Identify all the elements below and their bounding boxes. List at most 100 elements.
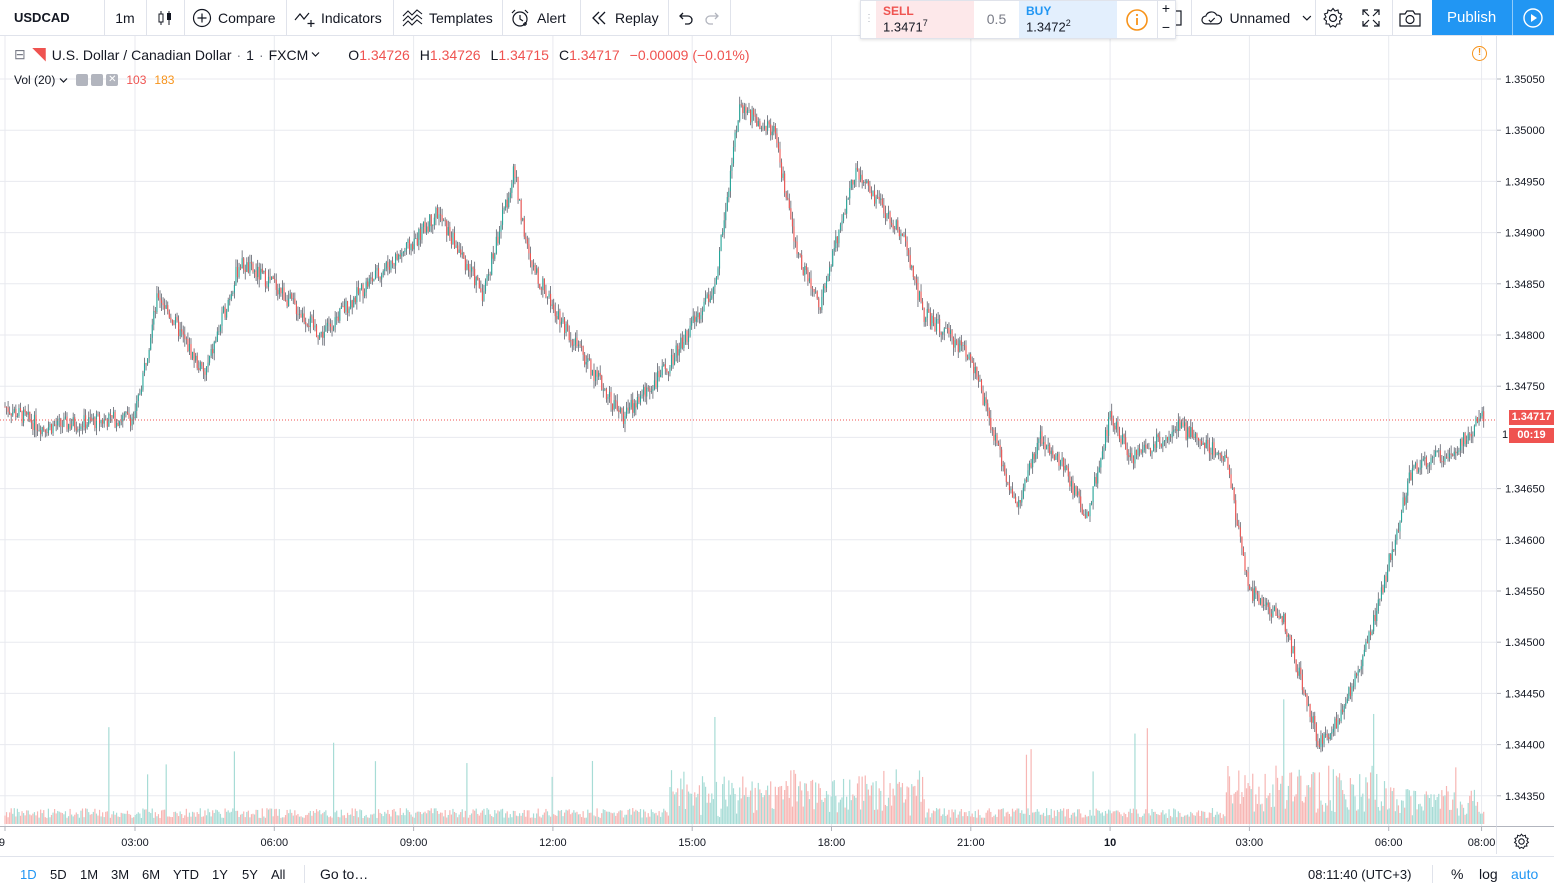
- candle-body: [241, 258, 243, 269]
- time-axis[interactable]: 9 03:00 06:00 09:00 12:00 15:00 18:00 21:00 10 03…: [0, 826, 1496, 854]
- volume-bar: [1145, 809, 1147, 824]
- candle-body: [686, 330, 688, 342]
- range-button-1y[interactable]: 1Y: [212, 857, 228, 891]
- layout-button[interactable]: Unnamed: [1200, 0, 1312, 35]
- candle-body: [247, 262, 249, 273]
- clock-button[interactable]: 08:11:40 (UTC+3): [1308, 857, 1411, 891]
- volume-bar: [1287, 785, 1289, 824]
- candle-body: [711, 295, 713, 299]
- candle-body: [1362, 656, 1364, 667]
- trade-zoom-in[interactable]: +: [1161, 0, 1171, 16]
- candle-body: [32, 422, 34, 431]
- volume-bar: [480, 812, 482, 824]
- volume-label[interactable]: Vol (20): [14, 73, 56, 87]
- candle-body: [157, 293, 159, 298]
- chevron-down-icon[interactable]: [59, 77, 68, 84]
- volume-bar: [12, 813, 14, 824]
- trade-zoom-out[interactable]: −: [1161, 19, 1171, 35]
- candle-body: [329, 323, 332, 327]
- gear-icon[interactable]: [91, 74, 104, 86]
- drag-handle-icon[interactable]: ⋮⋮: [864, 13, 883, 24]
- candle-body: [294, 298, 296, 304]
- candle-body: [1041, 431, 1043, 444]
- chart-style-button[interactable]: [146, 0, 184, 35]
- warning-icon[interactable]: !: [1472, 46, 1487, 61]
- percent-toggle[interactable]: %: [1451, 857, 1463, 891]
- price-chart[interactable]: [0, 36, 1496, 826]
- volume-bar: [196, 812, 198, 824]
- price-tick-label: 1.35000: [1505, 125, 1545, 137]
- candle-body: [739, 104, 741, 121]
- candle-body: [1030, 462, 1032, 468]
- candle-body: [621, 408, 623, 414]
- rewind-icon: [592, 11, 606, 24]
- range-button-ytd[interactable]: YTD: [173, 857, 199, 891]
- volume-bar: [593, 815, 595, 824]
- volume-bar: [934, 811, 936, 824]
- volume-bar: [1069, 817, 1071, 824]
- candle-body: [630, 399, 632, 408]
- volume-bar: [379, 812, 381, 824]
- volume-bar: [277, 815, 279, 824]
- candle-body: [1213, 442, 1215, 456]
- volume-bar: [1224, 816, 1226, 824]
- candle-body: [74, 417, 76, 428]
- candle-body: [1360, 666, 1362, 670]
- price-axis[interactable]: 1.35050 1.35000 1.34950 1.34900 1.34850 1.348…: [1496, 36, 1554, 826]
- alert-button[interactable]: Alert: [510, 0, 576, 35]
- volume-bar: [866, 783, 868, 824]
- candle-body: [1125, 437, 1127, 449]
- candle-body: [689, 325, 691, 337]
- gear-icon[interactable]: [1513, 833, 1530, 850]
- compare-button[interactable]: Compare: [192, 0, 284, 35]
- range-button-6m[interactable]: 6M: [142, 857, 160, 891]
- volume-bar: [227, 810, 229, 824]
- settings-button[interactable]: [1322, 0, 1346, 35]
- legend-title[interactable]: U.S. Dollar / Canadian Dollar: [51, 46, 232, 63]
- volume-bar: [753, 812, 755, 824]
- buy-button[interactable]: BUY 1.34722: [1019, 1, 1117, 38]
- range-button-1d[interactable]: 1D: [20, 857, 37, 891]
- candle-body: [508, 197, 510, 207]
- range-button-1m[interactable]: 1M: [80, 857, 98, 891]
- undo-button[interactable]: [676, 0, 696, 35]
- volume-bar: [1380, 801, 1382, 824]
- interval-button[interactable]: 1m: [104, 0, 146, 35]
- chevron-down-icon[interactable]: [311, 51, 320, 58]
- candle-body: [822, 286, 824, 298]
- candle-body: [945, 327, 947, 329]
- templates-button[interactable]: Templates: [402, 0, 500, 35]
- log-toggle[interactable]: log: [1479, 857, 1498, 891]
- range-button-all[interactable]: All: [271, 857, 285, 891]
- snapshot-button[interactable]: [1398, 0, 1424, 35]
- volume-bar: [939, 808, 941, 824]
- range-button-5y[interactable]: 5Y: [242, 857, 258, 891]
- goto-button[interactable]: Go to…: [320, 857, 368, 891]
- close-icon[interactable]: ✕: [106, 74, 119, 86]
- symbol-search[interactable]: USDCAD: [14, 0, 104, 35]
- volume-bar: [1022, 813, 1024, 824]
- eye-icon[interactable]: [76, 74, 89, 86]
- sell-button[interactable]: SELL 1.34717: [876, 1, 974, 38]
- candle-body: [1140, 449, 1142, 453]
- auto-toggle[interactable]: auto: [1511, 857, 1538, 891]
- publish-button[interactable]: Publish: [1432, 0, 1554, 35]
- candle-body: [1191, 427, 1193, 438]
- fullscreen-button[interactable]: [1362, 0, 1386, 35]
- indicators-button[interactable]: Indicators: [294, 0, 390, 35]
- candle-body: [37, 429, 39, 431]
- candle-body: [743, 106, 745, 113]
- volume-bar: [833, 780, 835, 824]
- price-tick-label: 1.34400: [1505, 740, 1545, 752]
- candle-body: [97, 414, 99, 416]
- volume-bar: [784, 790, 786, 824]
- replay-button[interactable]: Replay: [590, 0, 666, 35]
- range-button-5d[interactable]: 5D: [50, 857, 67, 891]
- collapse-legend-icon[interactable]: ⊟: [14, 46, 26, 62]
- volume-bar: [861, 776, 863, 824]
- range-button-3m[interactable]: 3M: [111, 857, 129, 891]
- chart-pane[interactable]: ⊟ U.S. Dollar / Canadian Dollar · 1 · FX…: [0, 36, 1496, 826]
- candle-body: [672, 354, 674, 365]
- info-circle-icon[interactable]: [1125, 8, 1149, 32]
- redo-button[interactable]: [704, 0, 724, 35]
